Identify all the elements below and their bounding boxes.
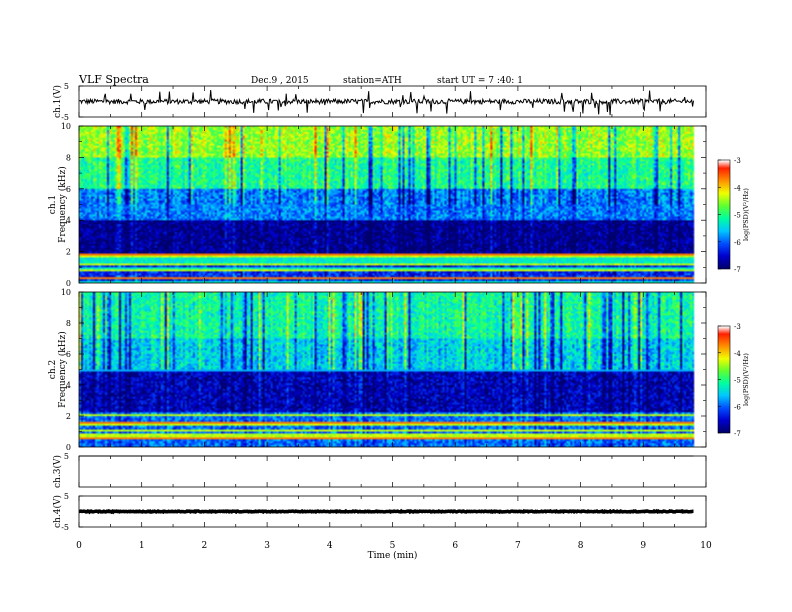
colorbar-tick-label: -3 (734, 157, 741, 165)
y-axis-label: ch.2Frequency (kHz) (48, 331, 68, 408)
y-axis-label: ch.1(V) (52, 85, 63, 118)
time-tick-label: 10 (700, 541, 712, 551)
time-tick-label: 0 (76, 541, 82, 551)
y-tick-label: 2 (66, 248, 71, 257)
time-axis-label: Time (min) (368, 550, 418, 561)
ch3-waveform-panel: 5ch.3(V) (52, 452, 707, 488)
y-axis-label: ch.3(V) (52, 455, 63, 488)
y-axis-label: ch.4(V) (52, 495, 63, 528)
ch1-waveform-panel: 5 -5ch.1(V) (52, 82, 707, 122)
colorbar-tick-label: -6 (734, 239, 741, 247)
y-tick-label: 8 (66, 319, 71, 328)
time-tick-label: 1 (139, 541, 145, 551)
time-tick-label: 8 (578, 541, 584, 551)
y-tick-label: 6 (66, 185, 71, 194)
y-tick-label: 6 (66, 350, 71, 359)
ch1-colorbar: -3 -4 -5 -6 -7 log(PSD)(V²/Hz) (717, 157, 750, 274)
y-tick-label: 4 (66, 216, 71, 225)
colorbar-tick-label: -6 (734, 403, 741, 411)
time-tick-label: 3 (264, 541, 270, 551)
station-label: station=ATH (343, 76, 402, 86)
time-tick-label: 4 (327, 541, 333, 551)
colorbar-tick-label: -5 (734, 377, 741, 385)
date-label: Dec.9 , 2015 (251, 76, 309, 86)
ch4-waveform-panel: 5 -5ch.4(V) (52, 492, 707, 532)
ch2-spectrogram-panel: 0 2 4 6 8 10 ch.2Frequency (kHz) (48, 288, 707, 452)
y-axis-label: ch.1Frequency (kHz) (48, 166, 68, 243)
time-tick-label: 6 (452, 541, 458, 551)
y-tick-label: -5 (61, 523, 69, 532)
y-tick-label: 5 (64, 452, 69, 461)
ch1-spectrogram-panel: 0 2 4 6 8 10 ch.1Frequency (kHz) (48, 122, 707, 288)
time-tick-label: 5 (390, 541, 396, 551)
y-tick-label: 5 (64, 492, 69, 501)
ch2-spectrogram-image (79, 292, 706, 447)
start-time-label: start UT = 7 :40: 1 (437, 76, 523, 86)
time-tick-label: 9 (640, 541, 646, 551)
colorbar-tick-label: -4 (734, 184, 741, 192)
colorbar-tick-label: -4 (734, 350, 741, 358)
colorbar-tick-label: -7 (734, 266, 741, 274)
y-tick-label: 4 (66, 381, 71, 390)
ch1-spectrogram-image (79, 126, 706, 283)
y-tick-label: 0 (66, 443, 71, 452)
y-tick-label: 0 (66, 279, 71, 288)
colorbar-label: log(PSD)(V²/Hz) (742, 353, 750, 406)
waveform-trace (79, 508, 694, 515)
y-tick-label: 10 (61, 122, 71, 131)
waveform-trace (78, 90, 694, 116)
y-tick-label: 5 (64, 82, 69, 91)
colorbar-tick-label: -5 (734, 212, 741, 220)
y-tick-label: 8 (66, 153, 71, 162)
y-tick-label: -5 (61, 113, 69, 122)
ch2-colorbar: -3 -4 -5 -6 -7 log(PSD)(V²/Hz) (717, 323, 750, 438)
y-tick-label: 10 (61, 288, 71, 297)
colorbar-tick-label: -3 (734, 323, 741, 331)
time-tick-label: 7 (515, 541, 521, 551)
colorbar-tick-label: -7 (734, 430, 741, 438)
y-tick-label: 2 (66, 412, 71, 421)
plot-title: VLF Spectra (79, 73, 149, 86)
colorbar-label: log(PSD)(V²/Hz) (742, 188, 750, 241)
time-axis: 0 1 2 3 4 5 6 7 8 9 10 Time (min) (76, 541, 712, 561)
time-tick-label: 2 (202, 541, 208, 551)
